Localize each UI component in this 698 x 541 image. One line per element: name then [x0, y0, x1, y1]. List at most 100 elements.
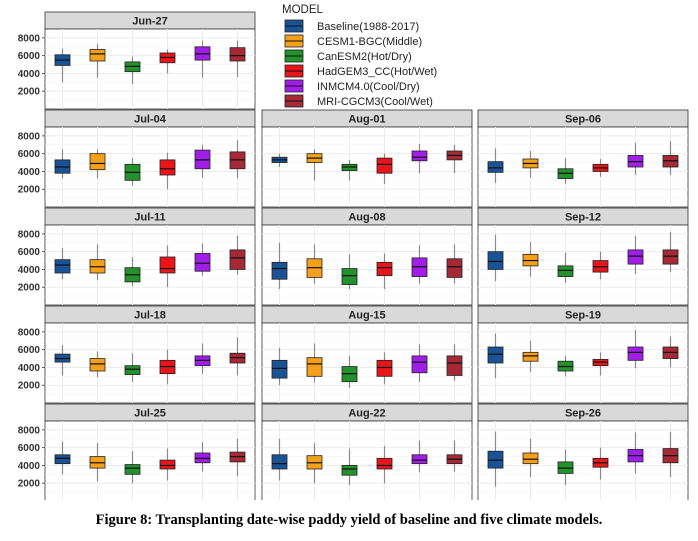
legend-entry-label: CESM1-BGC(Middle) [317, 36, 422, 48]
panel-plot-area [44, 224, 256, 306]
box [89, 153, 106, 171]
panel-strip-label: Aug-22 [348, 408, 385, 420]
panel-strip-label: Aug-15 [348, 310, 385, 322]
legend-entry-label: CanESM2(Hot/Dry) [317, 51, 412, 63]
panel-plot-area [477, 126, 689, 208]
legend: MODEL Baseline(1988-2017) CESM1-BGC(Middle… [282, 4, 437, 108]
panel-plot-area [261, 420, 473, 500]
box [522, 351, 539, 362]
panel-aug-08: Aug-08 [261, 207, 473, 306]
box [446, 355, 463, 376]
box [522, 452, 539, 465]
panel-strip-label: Jul-11 [134, 212, 165, 224]
panel-strip-label: Jul-18 [134, 310, 166, 322]
y-tick-label: 8000 [18, 229, 41, 240]
box [89, 49, 106, 62]
box [487, 161, 504, 173]
box [229, 47, 246, 62]
panel-jul-18: Jul-18 2000 4000 6000 8000 [18, 305, 256, 404]
faceted-boxplot-figure: Jun-27 2000 4000 6000 8000 Jul-04 2000 4000 6000… [18, 4, 689, 500]
y-tick-label: 2000 [18, 283, 41, 294]
box [376, 261, 393, 277]
panel-plot-area [477, 224, 689, 306]
legend-entry-label: Baseline(1988-2017) [317, 21, 419, 33]
panel-plot-area [477, 420, 689, 500]
box [159, 159, 176, 176]
box [124, 365, 141, 375]
panel-plot-area [44, 126, 256, 208]
panel-plot-area [261, 322, 473, 404]
y-tick-label: 4000 [18, 265, 41, 276]
panel-aug-15: Aug-15 [261, 305, 473, 404]
box [271, 454, 288, 470]
panel-plot-area [44, 322, 256, 404]
panel-plot-area [261, 224, 473, 306]
panel-sep-12: Sep-12 [477, 207, 689, 306]
y-tick-label: 4000 [18, 69, 41, 80]
box [376, 457, 393, 470]
panel-jun-27: Jun-27 2000 4000 6000 8000 [18, 11, 256, 110]
y-tick-label: 8000 [18, 131, 41, 142]
panel-aug-01: Aug-01 [261, 109, 473, 208]
y-tick-label: 4000 [18, 461, 41, 472]
panel-plot-area [477, 322, 689, 404]
panel-strip-label: Sep-12 [565, 212, 601, 224]
y-tick-label: 6000 [18, 51, 41, 62]
box [662, 249, 679, 265]
panel-strip-label: Jul-25 [134, 408, 166, 420]
box [89, 358, 106, 372]
panel-sep-26: Sep-26 [477, 403, 689, 500]
box [124, 464, 141, 475]
legend-entry-label: INMCM4.0(Cool/Dry) [317, 81, 420, 93]
y-tick-label: 2000 [18, 479, 41, 490]
panel-sep-19: Sep-19 [477, 305, 689, 404]
y-tick-label: 6000 [18, 345, 41, 356]
box [411, 150, 428, 162]
box [271, 359, 288, 379]
box [229, 249, 246, 270]
y-tick-label: 4000 [18, 363, 41, 374]
panel-aug-22: Aug-22 [261, 403, 473, 500]
box [271, 261, 288, 280]
box [341, 268, 358, 285]
y-tick-label: 6000 [18, 149, 41, 160]
box [159, 459, 176, 470]
legend-title: MODEL [282, 4, 324, 16]
panel-strip-label: Jun-27 [132, 16, 167, 28]
box [376, 157, 393, 174]
y-tick-label: 4000 [18, 167, 41, 178]
panel-strip-label: Aug-08 [348, 212, 385, 224]
panel-plot-area [44, 28, 256, 110]
box [306, 357, 323, 377]
box [487, 346, 504, 364]
legend-entry-label: HadGEM3_CC(Hot/Wet) [317, 66, 437, 78]
box [159, 256, 176, 274]
y-tick-label: 2000 [18, 185, 41, 196]
legend-entry-label: MRI-CGCM3(Cool/Wet) [317, 96, 433, 108]
y-tick-label: 2000 [18, 87, 41, 98]
box [341, 465, 358, 476]
box [54, 454, 71, 465]
panel-strip-label: Sep-26 [565, 408, 601, 420]
box [487, 251, 504, 270]
panel-strip-label: Aug-01 [348, 114, 385, 126]
y-tick-label: 8000 [18, 425, 41, 436]
box [54, 259, 71, 274]
box [627, 346, 644, 361]
box [557, 265, 574, 277]
box [411, 355, 428, 374]
panel-plot-area [261, 126, 473, 208]
figure-caption: Figure 8: Transplanting date-wise paddy … [95, 512, 603, 528]
box [376, 359, 393, 377]
y-tick-label: 8000 [18, 33, 41, 44]
panel-jul-25: Jul-25 2000 4000 6000 8000 [18, 403, 256, 500]
box [411, 454, 428, 465]
box [446, 258, 463, 278]
panel-jul-11: Jul-11 2000 4000 6000 8000 [18, 207, 256, 306]
y-tick-label: 2000 [18, 381, 41, 392]
panel-plot-area [44, 420, 256, 500]
y-tick-label: 8000 [18, 327, 41, 338]
y-tick-label: 6000 [18, 247, 41, 258]
box [627, 249, 644, 265]
panel-strip-label: Jul-04 [134, 114, 167, 126]
